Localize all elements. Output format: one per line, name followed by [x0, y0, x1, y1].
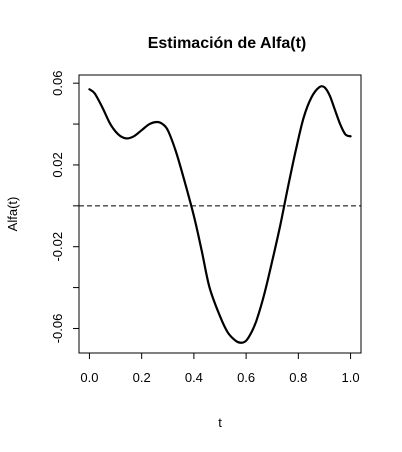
x-axis-label: t: [218, 415, 222, 430]
x-axis: 0.0 0.2 0.4 0.6 0.8 1.0: [80, 352, 360, 385]
y-tick-label: 0.02: [50, 152, 65, 177]
x-tick-label: 0.6: [237, 370, 255, 385]
chart-title: Estimación de Alfa(t): [148, 35, 307, 52]
x-tick-label: 0.4: [185, 370, 203, 385]
x-tick-label: 0.8: [289, 370, 307, 385]
y-tick-label: -0.02: [50, 232, 65, 262]
y-axis-label: Alfa(t): [5, 197, 20, 232]
y-axis: -0.06 -0.02 0.02 0.06: [50, 71, 80, 344]
x-tick-label: 1.0: [342, 370, 360, 385]
x-tick-label: 0.2: [133, 370, 151, 385]
y-tick-label: -0.06: [50, 314, 65, 344]
y-tick-label: 0.06: [50, 71, 65, 96]
x-tick-label: 0.0: [80, 370, 98, 385]
alfa-series-line: [88, 85, 352, 344]
plot-frame: [78, 74, 362, 354]
